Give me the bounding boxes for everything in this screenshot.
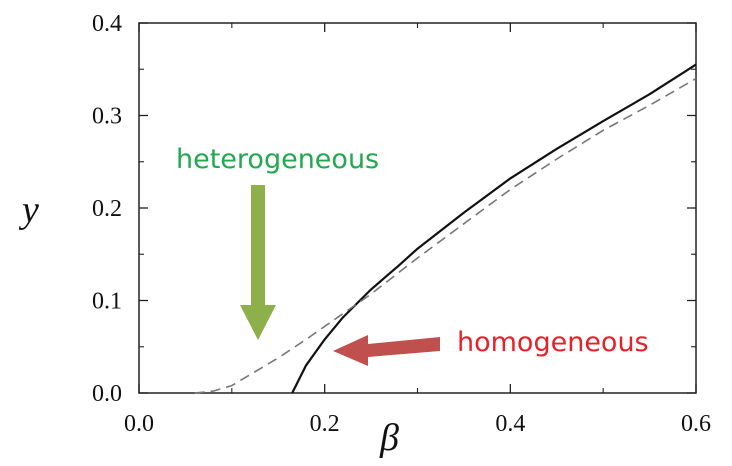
x-tick-label: 0.0 <box>124 411 154 437</box>
x-tick-label: 0.6 <box>681 411 711 437</box>
y-tick-label: 0.3 <box>92 104 122 130</box>
y-tick-label: 0.1 <box>92 289 122 315</box>
y-tick-label: 0.0 <box>92 381 122 407</box>
homogeneous-label: homogeneous <box>457 327 649 358</box>
y-tick-label: 0.2 <box>92 196 122 222</box>
y-axis-label: y <box>18 189 39 231</box>
x-axis-label: β <box>379 417 399 459</box>
homogeneous-arrow <box>333 335 440 366</box>
series-group <box>194 63 697 394</box>
tick-labels: 0.0 0.2 0.4 0.6 0.0 0.1 0.2 0.3 0.4 <box>92 11 711 437</box>
y-tick-label: 0.4 <box>92 11 122 37</box>
solid-series-line <box>291 63 697 394</box>
x-tick-label: 0.4 <box>495 411 525 437</box>
heterogeneous-label: heterogeneous <box>176 144 379 175</box>
x-tick-label: 0.2 <box>310 411 340 437</box>
dashed-series-line <box>194 77 697 394</box>
tick-marks <box>138 22 697 394</box>
heterogeneous-arrow <box>240 185 276 340</box>
